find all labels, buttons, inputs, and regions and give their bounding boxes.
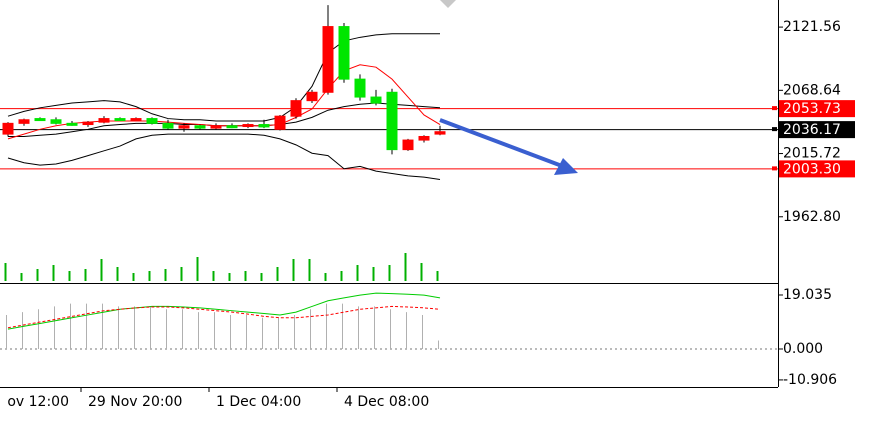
annotation-arrow [439, 118, 578, 175]
indicator-line [7, 292, 441, 330]
price-tag-label: 2003.30 [783, 161, 841, 177]
candle-body [258, 124, 270, 128]
indicator-line [7, 33, 440, 122]
y-tick-label: 0.000 [783, 341, 823, 357]
candle-body [114, 118, 126, 122]
candle-body [434, 131, 446, 135]
price-tag-tip [772, 166, 777, 171]
candle-body [18, 119, 30, 124]
candle-body [210, 125, 222, 129]
y-tick-label: 2121.56 [783, 19, 841, 35]
arrow-head [554, 158, 578, 175]
y-tick-label: 2015.72 [783, 146, 841, 162]
indicator-line [7, 305, 441, 329]
candle-body [2, 122, 14, 135]
price-tag [779, 160, 855, 178]
candle-body [322, 26, 334, 93]
price-tag-tip [772, 106, 777, 111]
candle-body [146, 118, 158, 124]
candle-body [226, 125, 238, 129]
price-tag-label: 2053.73 [783, 101, 841, 117]
candle-body [130, 118, 142, 122]
arrow-shaft [439, 118, 563, 168]
x-tick-label: 29 Nov 20:00 [88, 394, 182, 410]
y-tick-label: 1962.80 [783, 209, 841, 225]
price-tag [779, 121, 855, 139]
candle-body [98, 118, 110, 123]
candle-body [274, 115, 286, 130]
candle-body [162, 122, 174, 129]
indicator-line [7, 133, 441, 180]
corner-marker [440, 0, 456, 8]
x-tick-label: 1 Dec 04:00 [216, 394, 301, 410]
candle-body [194, 125, 206, 129]
candle-body [82, 121, 94, 126]
candle-body [370, 96, 382, 104]
indicator-line [7, 64, 441, 140]
candle-body [34, 118, 46, 122]
candle-body [66, 122, 78, 126]
candle-body [402, 139, 414, 151]
price-tag [779, 100, 855, 118]
candle-body [418, 135, 430, 141]
candle-body [386, 91, 398, 151]
candle-body [290, 100, 302, 117]
x-tick-label: 4 Dec 08:00 [344, 394, 429, 410]
candle-body [50, 119, 62, 124]
candle-body [338, 26, 350, 80]
x-tick-label: ov 12:00 [7, 394, 69, 410]
y-tick-label: 19.035 [783, 287, 832, 303]
candle-body [178, 125, 190, 129]
y-tick-label: 2068.64 [783, 82, 841, 98]
price-tag-label: 2036.17 [783, 122, 841, 138]
candle-body [354, 78, 366, 98]
y-tick-label: -10.906 [783, 372, 837, 388]
price-tag-tip [772, 127, 777, 132]
candle-body [306, 91, 318, 102]
candle-body [242, 124, 254, 128]
